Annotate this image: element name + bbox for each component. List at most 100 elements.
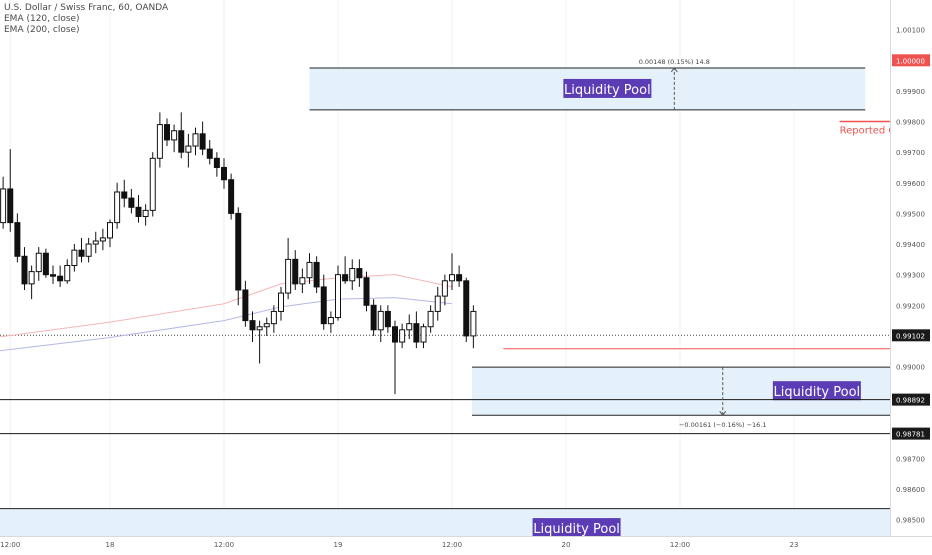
candle: [143, 210, 148, 216]
time-tick-label: 12:00: [442, 541, 462, 549]
candle: [122, 192, 127, 198]
candle: [1, 189, 6, 223]
candle: [279, 293, 284, 311]
candle: [257, 327, 262, 330]
legend-ema-200: EMA (200, close): [4, 25, 168, 36]
candle: [243, 290, 248, 321]
price-tick-label: 0.99400: [896, 241, 925, 249]
candle: [222, 167, 227, 179]
time-tick-label: 23: [790, 541, 799, 549]
time-tick-label: 20: [562, 541, 571, 549]
candle: [371, 305, 376, 329]
candle: [250, 321, 255, 330]
time-tick-label: 12:00: [0, 541, 20, 549]
candle: [136, 207, 141, 216]
candle: [428, 311, 433, 326]
candle: [72, 250, 77, 265]
candle: [464, 281, 469, 336]
zone-label-text: Liquidity Pool: [564, 83, 651, 98]
candle: [414, 324, 419, 342]
candle: [165, 125, 170, 140]
candle: [407, 324, 412, 330]
candle: [129, 198, 134, 207]
price-tick-label: 0.99700: [896, 149, 925, 157]
price-tag-text: 0.98781: [896, 431, 925, 439]
candle: [364, 278, 369, 306]
candle: [442, 281, 447, 296]
candle: [271, 311, 276, 323]
price-tick-label: 1.00100: [896, 27, 925, 35]
time-tick-label: 12:00: [214, 541, 234, 549]
candle: [79, 250, 84, 256]
measure-label: −0.00161 (−0.16%) −16.1: [679, 421, 767, 429]
candle: [157, 125, 162, 159]
candle: [435, 296, 440, 311]
candle: [300, 278, 305, 284]
candle: [100, 238, 105, 241]
candle: [15, 223, 20, 257]
price-tick-label: 0.99800: [896, 119, 925, 127]
candle: [378, 311, 383, 329]
candle: [400, 330, 405, 342]
candle: [29, 272, 34, 284]
legend-title: U.S. Dollar / Swiss Franc, 60, OANDA: [4, 3, 168, 14]
candle: [36, 253, 41, 271]
zone-label-text: Liquidity Pool: [533, 522, 620, 537]
candle: [264, 324, 269, 327]
candle: [328, 318, 333, 324]
candle: [186, 146, 191, 152]
candle: [357, 269, 362, 278]
candle: [150, 158, 155, 210]
candle: [450, 275, 455, 281]
candle: [179, 131, 184, 152]
candle: [172, 131, 177, 140]
candle: [22, 256, 27, 284]
candle: [200, 134, 205, 149]
candle: [293, 259, 298, 283]
price-tick-label: 0.99000: [896, 364, 925, 372]
price-tag-text: 0.98892: [896, 397, 925, 405]
measure-label: 0.00148 (0.15%) 14.8: [639, 58, 710, 66]
price-tick-label: 0.99900: [896, 88, 925, 96]
candle: [457, 275, 462, 281]
price-tag-text: 1.00000: [896, 57, 925, 65]
candle: [471, 311, 476, 335]
candle: [286, 259, 291, 293]
candle: [115, 192, 120, 223]
candle: [108, 223, 113, 238]
time-tick-label: 18: [106, 541, 115, 549]
candle: [385, 311, 390, 326]
candle: [58, 276, 63, 281]
candle: [8, 189, 13, 223]
candle: [193, 134, 198, 146]
price-tick-label: 0.98500: [896, 517, 925, 525]
ema-200-line: [0, 298, 452, 371]
candle: [350, 269, 355, 281]
price-tick-label: 0.99600: [896, 180, 925, 188]
zone-label-text: Liquidity Pool: [774, 385, 861, 400]
time-tick-label: 12:00: [670, 541, 690, 549]
candle: [393, 327, 398, 342]
price-tick-label: 0.98600: [896, 486, 925, 494]
liquidity-zone: [0, 509, 932, 540]
candle: [229, 180, 234, 214]
candle: [343, 275, 348, 281]
candle: [207, 149, 212, 158]
chart-legend: U.S. Dollar / Swiss Franc, 60, OANDA EMA…: [4, 3, 168, 36]
candle: [214, 158, 219, 167]
candle: [93, 241, 98, 244]
candle: [43, 253, 48, 274]
legend-ema-120: EMA (120, close): [4, 14, 168, 25]
liquidity-zone: [472, 367, 932, 415]
candle: [321, 287, 326, 324]
price-tick-label: 0.99300: [896, 272, 925, 280]
candle: [336, 275, 341, 318]
time-tick-label: 19: [334, 541, 343, 549]
price-tag-text: 0.99102: [896, 332, 925, 340]
price-tick-label: 0.99200: [896, 302, 925, 310]
candle: [421, 327, 426, 342]
candle: [65, 265, 70, 280]
candle: [314, 262, 319, 286]
